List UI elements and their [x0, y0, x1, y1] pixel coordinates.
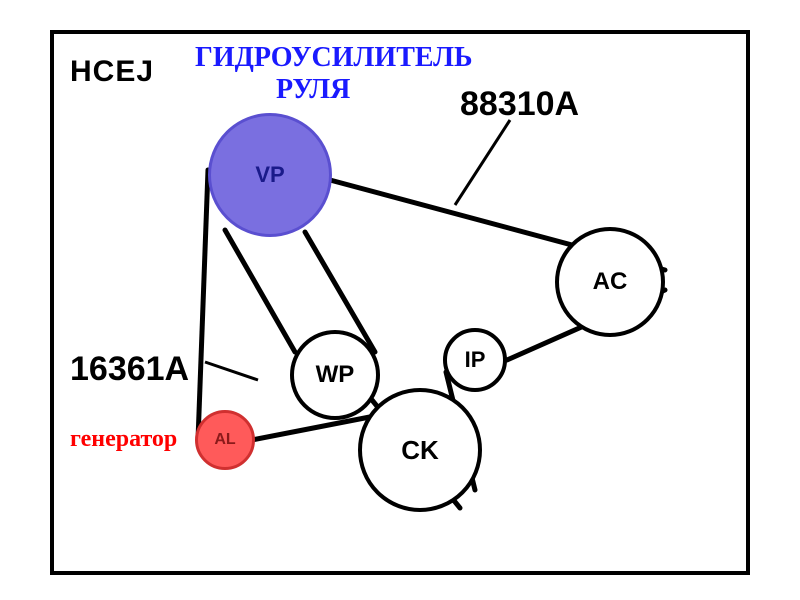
pulley-al-label: AL [214, 431, 235, 449]
label-88310a: 88310A [460, 85, 579, 124]
pulley-ck: CK [358, 388, 482, 512]
pulley-vp-label: VP [255, 162, 284, 188]
pulley-ac-label: AC [593, 268, 628, 296]
label-power-steering-2: РУЛЯ [276, 74, 350, 106]
pulley-ip-label: IP [465, 347, 486, 373]
pulley-ac: AC [555, 227, 665, 337]
pulley-ck-label: CK [401, 435, 439, 466]
label-16361a: 16361A [70, 350, 189, 389]
engine-code: HCEJ [70, 55, 154, 89]
label-power-steering-1: ГИДРОУСИЛИТЕЛЬ [195, 42, 473, 74]
pulley-ip: IP [443, 328, 507, 392]
pulley-vp: VP [208, 113, 332, 237]
label-generator: генератор [70, 426, 177, 453]
pulley-wp: WP [290, 330, 380, 420]
pulley-wp-label: WP [316, 361, 355, 389]
pulley-al: AL [195, 410, 255, 470]
